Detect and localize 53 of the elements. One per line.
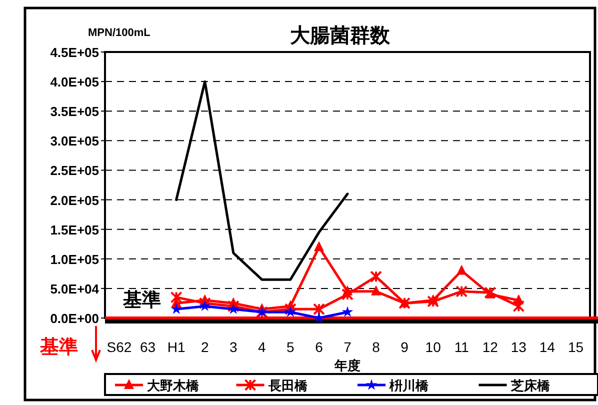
- point: [342, 288, 354, 300]
- x-axis-title: 年度: [334, 358, 360, 373]
- x-tick-label: 13: [510, 339, 527, 355]
- point: [370, 270, 382, 283]
- y-tick-label: 2.5E+05: [50, 163, 99, 178]
- y-tick-label: 2.0E+05: [50, 192, 99, 208]
- point: [371, 285, 382, 296]
- y-tick-label: 4.5E+05: [50, 45, 99, 60]
- x-tick-label: S62: [106, 339, 132, 355]
- point: [342, 306, 354, 317]
- point: [427, 295, 440, 308]
- x-tick-label: 6: [315, 339, 324, 355]
- legend-label: 枡川橋: [388, 378, 430, 393]
- annotation: 基準: [122, 289, 161, 311]
- x-tick-label: 9: [400, 339, 409, 355]
- x-tick-label: 10: [425, 339, 442, 355]
- y-axis-title: MPN/100mL: [88, 27, 151, 39]
- point: [199, 300, 211, 311]
- x-tick-label: 8: [372, 339, 380, 355]
- point: [170, 303, 182, 314]
- point: [512, 300, 525, 312]
- x-tick-label: 11: [454, 339, 470, 355]
- legend-label: 大野木橋: [147, 378, 200, 393]
- point: [284, 306, 296, 317]
- x-tick-label: 7: [344, 339, 352, 355]
- point: [227, 300, 240, 312]
- legend-label: 芝床橋: [510, 378, 551, 393]
- y-tick-label: 0.0E+00: [50, 311, 99, 326]
- x-tick-label: 3: [229, 339, 238, 355]
- point: [284, 303, 296, 316]
- x-tick-label: 15: [568, 339, 584, 355]
- y-tick-label: 3.0E+05: [50, 134, 99, 149]
- point: [456, 264, 467, 275]
- x-tick-label: 63: [140, 339, 156, 355]
- y-tick-label: 5.0E+04: [50, 281, 100, 296]
- x-tick-label: 5: [286, 339, 295, 355]
- chart-title: 大腸菌群数: [290, 25, 391, 47]
- x-tick-label: 4: [258, 339, 266, 355]
- y-tick-label: 1.5E+05: [50, 222, 99, 238]
- y-tick-label: 4.0E+05: [50, 74, 99, 90]
- x-tick-label: 2: [200, 339, 209, 355]
- point: [314, 241, 324, 252]
- point: [456, 285, 468, 298]
- x-tick-label: H1: [167, 339, 186, 355]
- point: [312, 303, 325, 316]
- x-tick-label: 14: [539, 339, 556, 355]
- y-tick-label: 1.0E+05: [50, 252, 99, 267]
- point: [228, 303, 240, 314]
- ref-line-label: 基準: [39, 336, 78, 358]
- y-tick-label: 3.5E+05: [50, 104, 99, 120]
- legend-label: 長田橋: [267, 378, 308, 393]
- point: [198, 297, 211, 310]
- x-tick-label: 12: [482, 339, 498, 355]
